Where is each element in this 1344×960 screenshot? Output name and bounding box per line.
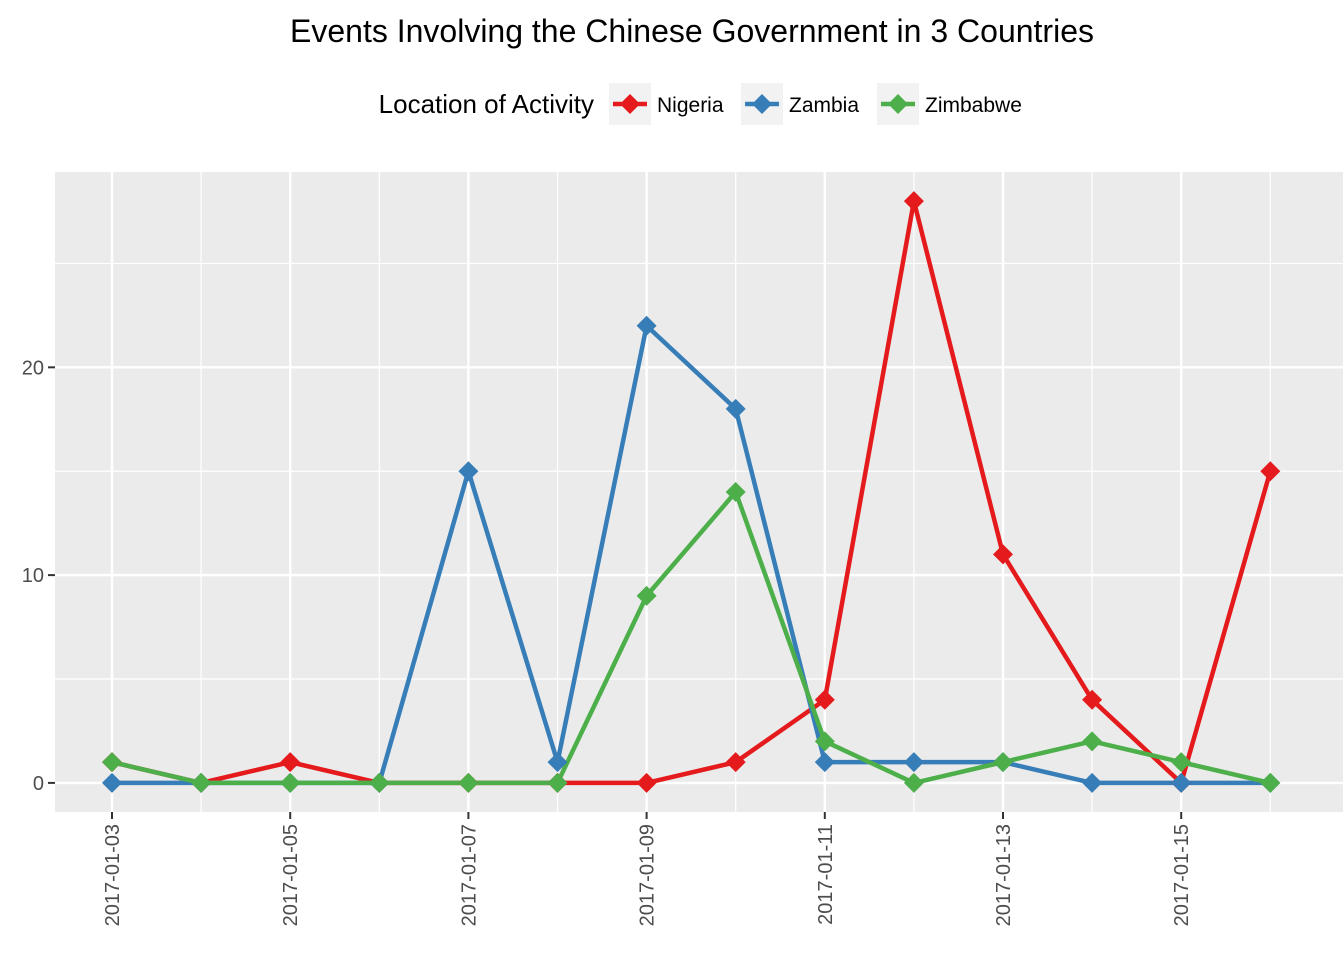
x-tick-label: 2017-01-03 [102,824,124,926]
data-point-nigeria [1260,461,1281,482]
data-point-nigeria [636,772,657,793]
data-point-nigeria [280,752,301,773]
x-tick-label: 2017-01-09 [637,824,659,926]
data-point-nigeria [903,191,924,212]
x-tick-label: 2017-01-11 [815,824,837,925]
data-point-zimbabwe [102,752,122,773]
data-point-zimbabwe [814,731,835,752]
data-point-zambia [547,752,568,773]
series-points [102,191,1281,793]
legend-title: Location of Activity [379,89,594,119]
plot-panel [55,172,1343,812]
x-tick-label: 2017-01-07 [458,824,480,926]
data-point-nigeria [725,752,746,773]
data-point-nigeria [993,544,1013,565]
data-point-zimbabwe [1082,731,1103,752]
data-point-zambia [725,398,746,419]
x-tick-label: 2017-01-15 [1171,824,1193,926]
legend-label-zambia: Zambia [789,94,859,117]
data-point-zimbabwe [725,482,746,502]
chart-title: Events Involving the Chinese Government … [290,13,1094,49]
data-point-zimbabwe [636,585,657,606]
series-lines [111,198,1273,786]
data-point-zambia [102,772,122,793]
data-point-zambia [1171,772,1192,793]
data-point-zimbabwe [903,772,924,793]
data-point-zambia [903,752,924,773]
y-tick-label: 20 [22,357,44,379]
y-tick-label: 0 [33,773,44,795]
series-line-zimbabwe [111,489,1271,786]
legend-key-marker-nigeria [620,94,640,114]
data-point-zimbabwe [280,772,301,793]
data-point-nigeria [1082,689,1103,710]
data-point-zambia [458,461,479,482]
y-tick-label: 10 [22,565,44,587]
data-point-zimbabwe [458,772,479,793]
data-point-nigeria [814,689,835,710]
y-axis: 0 10 20 [22,357,55,795]
data-point-zambia [814,752,835,773]
data-point-zimbabwe [1171,752,1192,773]
data-point-zimbabwe [1260,772,1281,793]
data-point-zimbabwe [191,772,212,793]
data-point-zimbabwe [547,772,568,793]
legend-label-nigeria: Nigeria [657,94,724,117]
data-point-zimbabwe [369,772,390,793]
x-tick-label: 2017-01-13 [993,824,1015,926]
data-point-zambia [636,315,657,336]
legend: Location of Activity Nigeria Zambia Zimbab… [379,83,1022,125]
legend-key-marker-zimbabwe [888,94,908,114]
data-point-zimbabwe [993,752,1013,773]
legend-label-zimbabwe: Zimbabwe [925,94,1022,117]
x-tick-label: 2017-01-05 [280,824,302,926]
data-point-zambia [1082,772,1103,793]
x-axis: 2017-01-03 2017-01-05 2017-01-07 2017-01-09… [102,812,1193,926]
legend-key-marker-zambia [752,94,772,114]
series-line-nigeria [111,198,1273,786]
